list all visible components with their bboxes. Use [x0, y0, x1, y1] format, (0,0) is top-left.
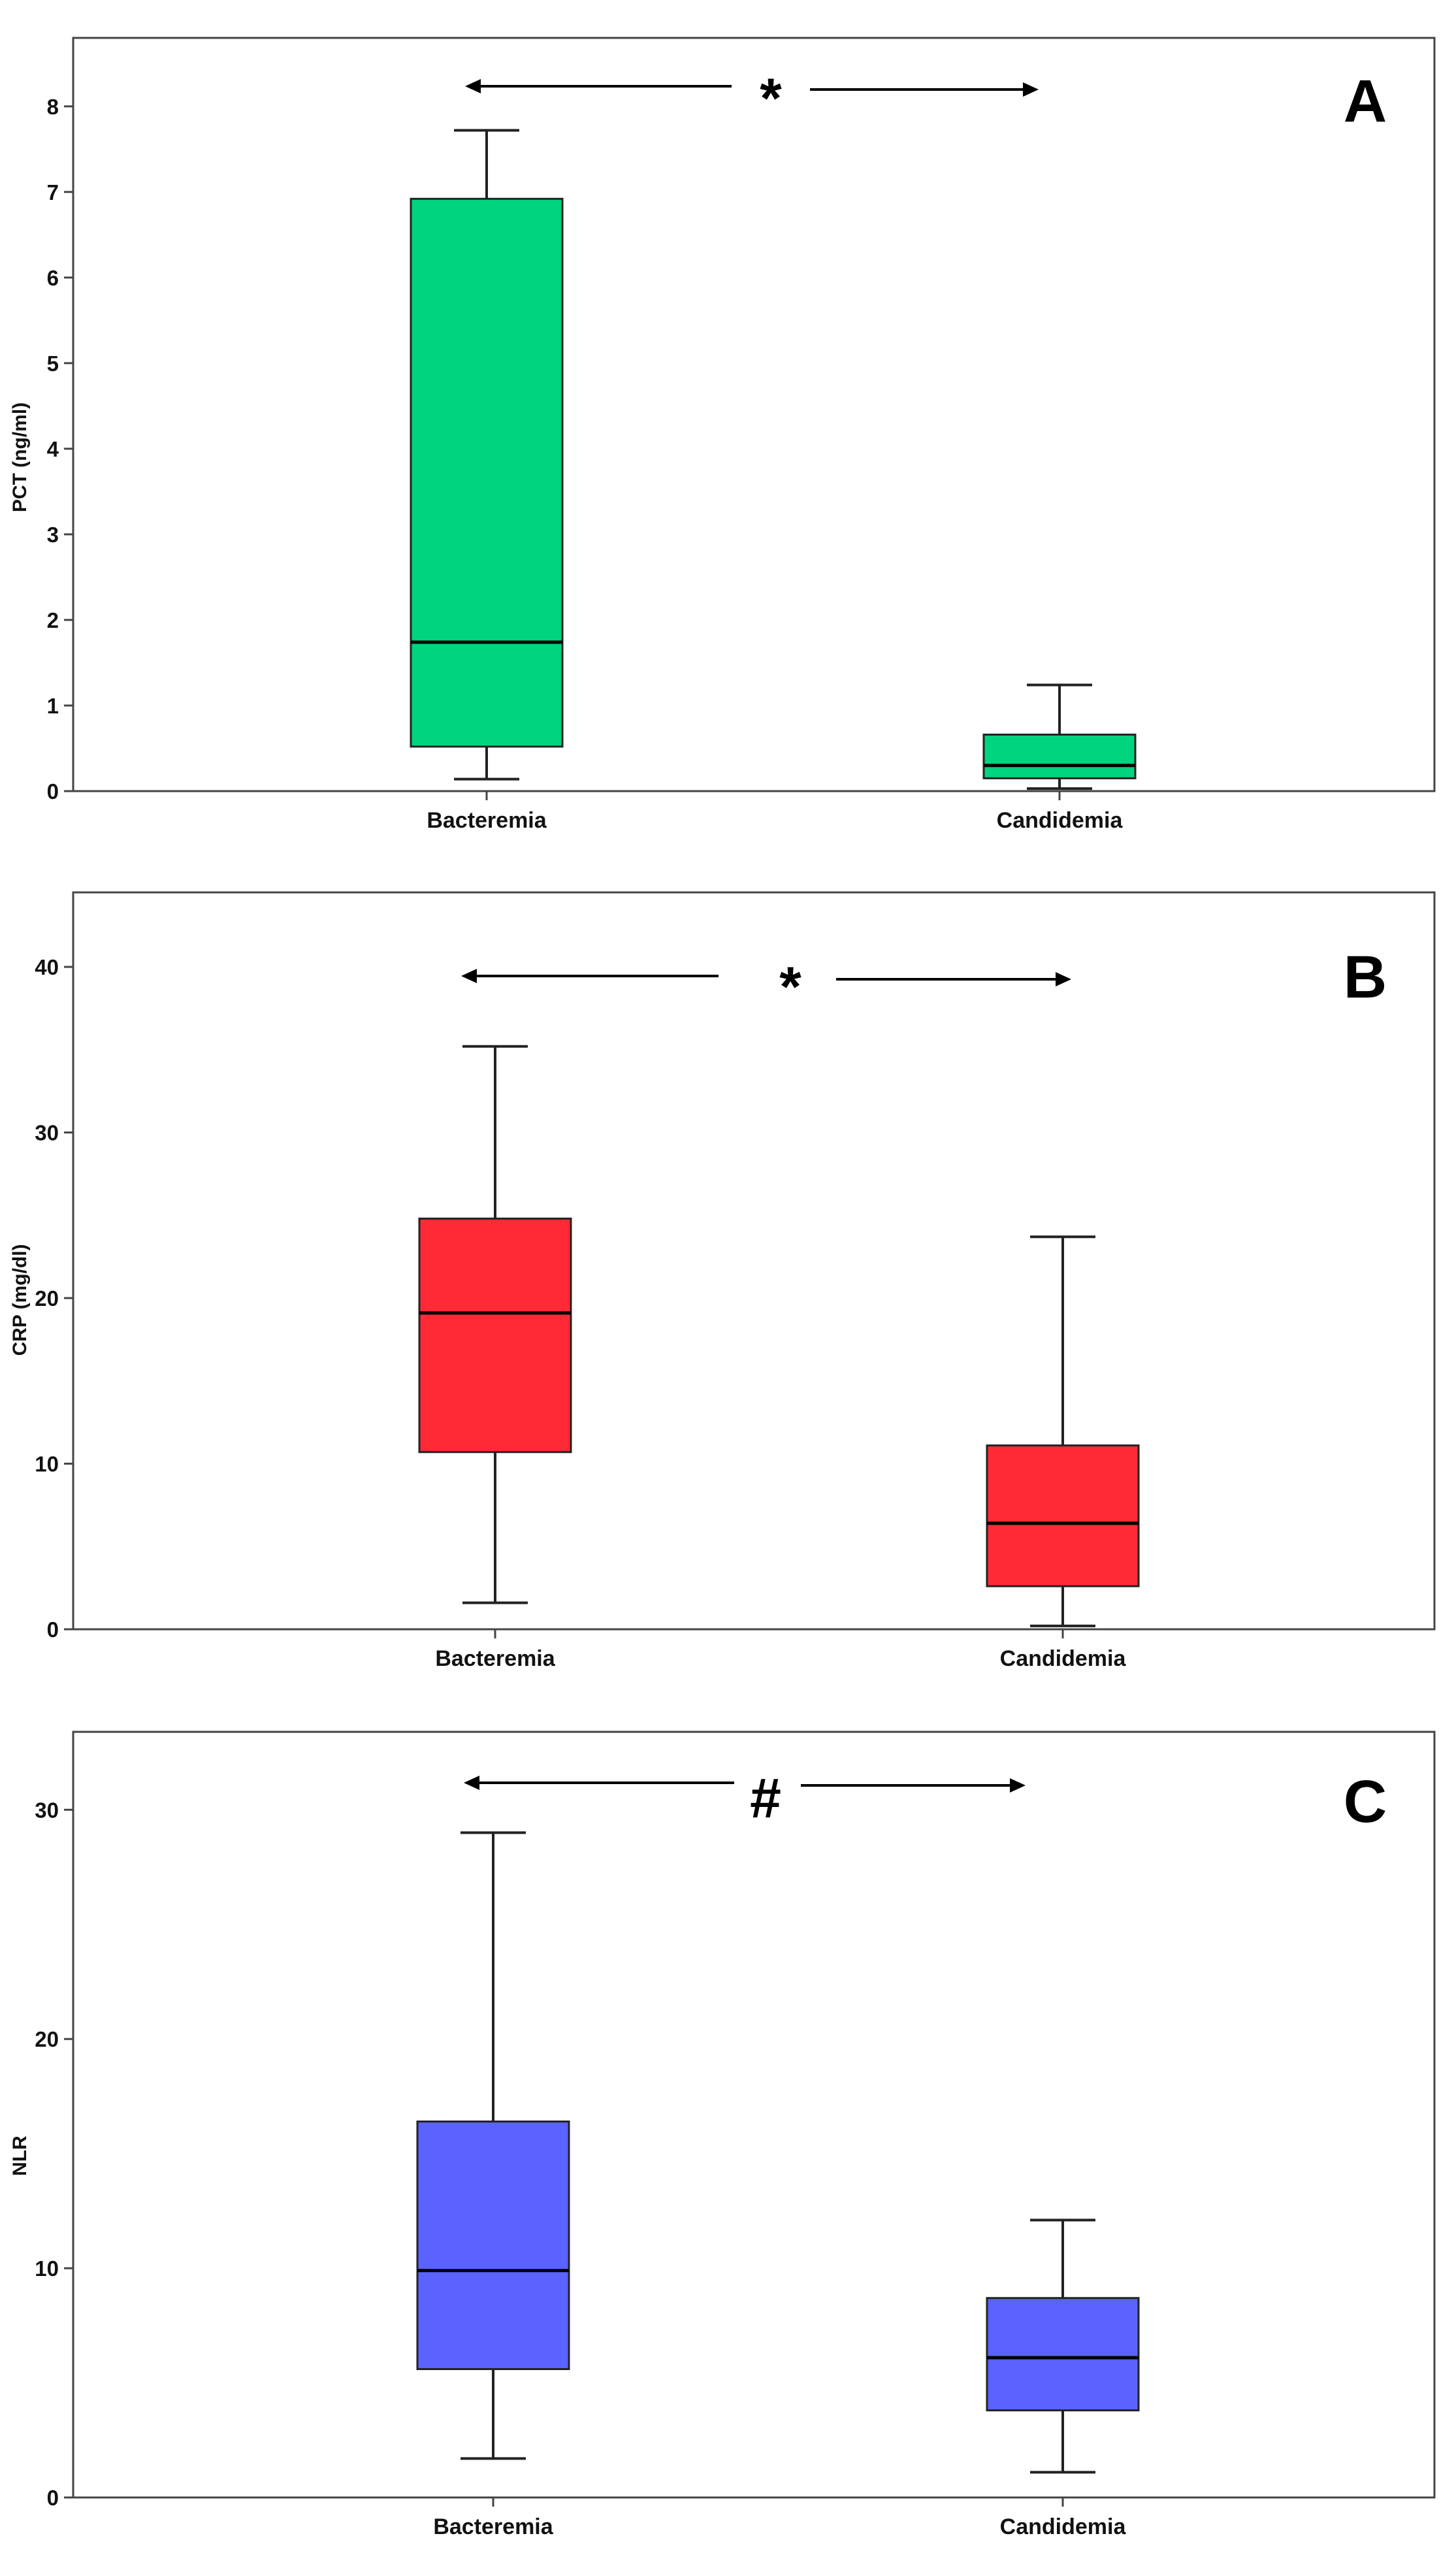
- panel-b-left-arrowhead: [461, 969, 477, 983]
- panel-a-right-arrowhead: [1023, 82, 1039, 97]
- panel-b-candidemia-box: [986, 1444, 1140, 1587]
- panel-a-candidemia-box: [982, 734, 1137, 779]
- panel-c-y-axis-title: NLR: [9, 2136, 31, 2176]
- panel-c-y-tick-label: 20: [35, 2027, 59, 2051]
- panel-a-left-arrowhead: [465, 79, 481, 93]
- panel-a-y-tick-label: 1: [47, 694, 59, 718]
- panel-b-y-tick-label: 0: [47, 1618, 59, 1642]
- panel-c-y-tick-label: 10: [35, 2256, 59, 2281]
- panel-c-candidemia-box: [986, 2297, 1140, 2412]
- panel-a-y-tick-label: 7: [47, 180, 59, 204]
- panel-c-right-arrowhead: [1010, 1778, 1026, 1793]
- panel-b-y-tick-label: 30: [35, 1121, 59, 1145]
- panel-a-category-label-candidemia: Candidemia: [997, 808, 1124, 833]
- panel-b-right-arrowhead: [1056, 972, 1071, 986]
- panel-c-category-label-bacteremia: Bacteremia: [433, 2514, 553, 2539]
- panel-a-y-tick-label: 6: [47, 266, 59, 290]
- panel-a-y-tick-label: 2: [47, 608, 59, 632]
- panel-c-letter: C: [1344, 1768, 1387, 1835]
- panel-c-plot-frame: [72, 1731, 1436, 2499]
- panel-c-left-arrowhead: [464, 1776, 479, 1790]
- panel-b-plot-frame: [72, 891, 1436, 1631]
- panel-a-y-tick-label: 0: [47, 779, 59, 804]
- panel-a-y-tick-label: 4: [47, 437, 59, 461]
- panel-b-significance-mark: *: [779, 956, 801, 1018]
- panel-c-y-tick-label: 0: [47, 2486, 59, 2510]
- panel-c-significance-mark: #: [750, 1767, 781, 1830]
- panel-a-significance-mark: *: [760, 67, 782, 130]
- panel-c-bacteremia-box: [416, 2121, 570, 2370]
- panel-c-category-label-candidemia: Candidemia: [1000, 2514, 1127, 2539]
- panel-c-nlr: NLR C # 0 10 20 30 Bacteremia Candidemia: [9, 1731, 1436, 2539]
- panel-b-letter: B: [1344, 944, 1387, 1011]
- panel-a-bacteremia-box: [410, 197, 564, 748]
- panel-a-category-label-bacteremia: Bacteremia: [427, 808, 547, 833]
- panel-a-letter: A: [1344, 68, 1387, 135]
- panel-a-y-tick-label: 3: [47, 523, 59, 547]
- panel-b-category-label-candidemia: Candidemia: [1000, 1646, 1127, 1671]
- panel-b-category-label-bacteremia: Bacteremia: [435, 1646, 555, 1671]
- panel-a-y-axis-title: PCT (ng/ml): [9, 402, 31, 512]
- panel-b-bacteremia-box: [418, 1217, 572, 1454]
- panel-a-plot-frame: [72, 37, 1436, 792]
- panel-a-pct: PCT (ng/ml) A * 0 1 2 3 4 5 6 7 8 Bacteremia Candi…: [9, 37, 1436, 833]
- panel-a-y-tick-label: 8: [47, 95, 59, 119]
- panel-b-y-tick-label: 40: [35, 955, 59, 979]
- panel-b-y-tick-label: 20: [35, 1286, 59, 1310]
- panel-b-crp: CRP (mg/dl) B * 0 10 20 30 40 Bacteremia Candi…: [9, 891, 1436, 1671]
- panel-b-y-tick-label: 10: [35, 1452, 59, 1476]
- panel-c-y-tick-label: 30: [35, 1798, 59, 1822]
- panel-a-y-tick-label: 5: [47, 351, 59, 376]
- panel-b-y-axis-title: CRP (mg/dl): [9, 1244, 31, 1356]
